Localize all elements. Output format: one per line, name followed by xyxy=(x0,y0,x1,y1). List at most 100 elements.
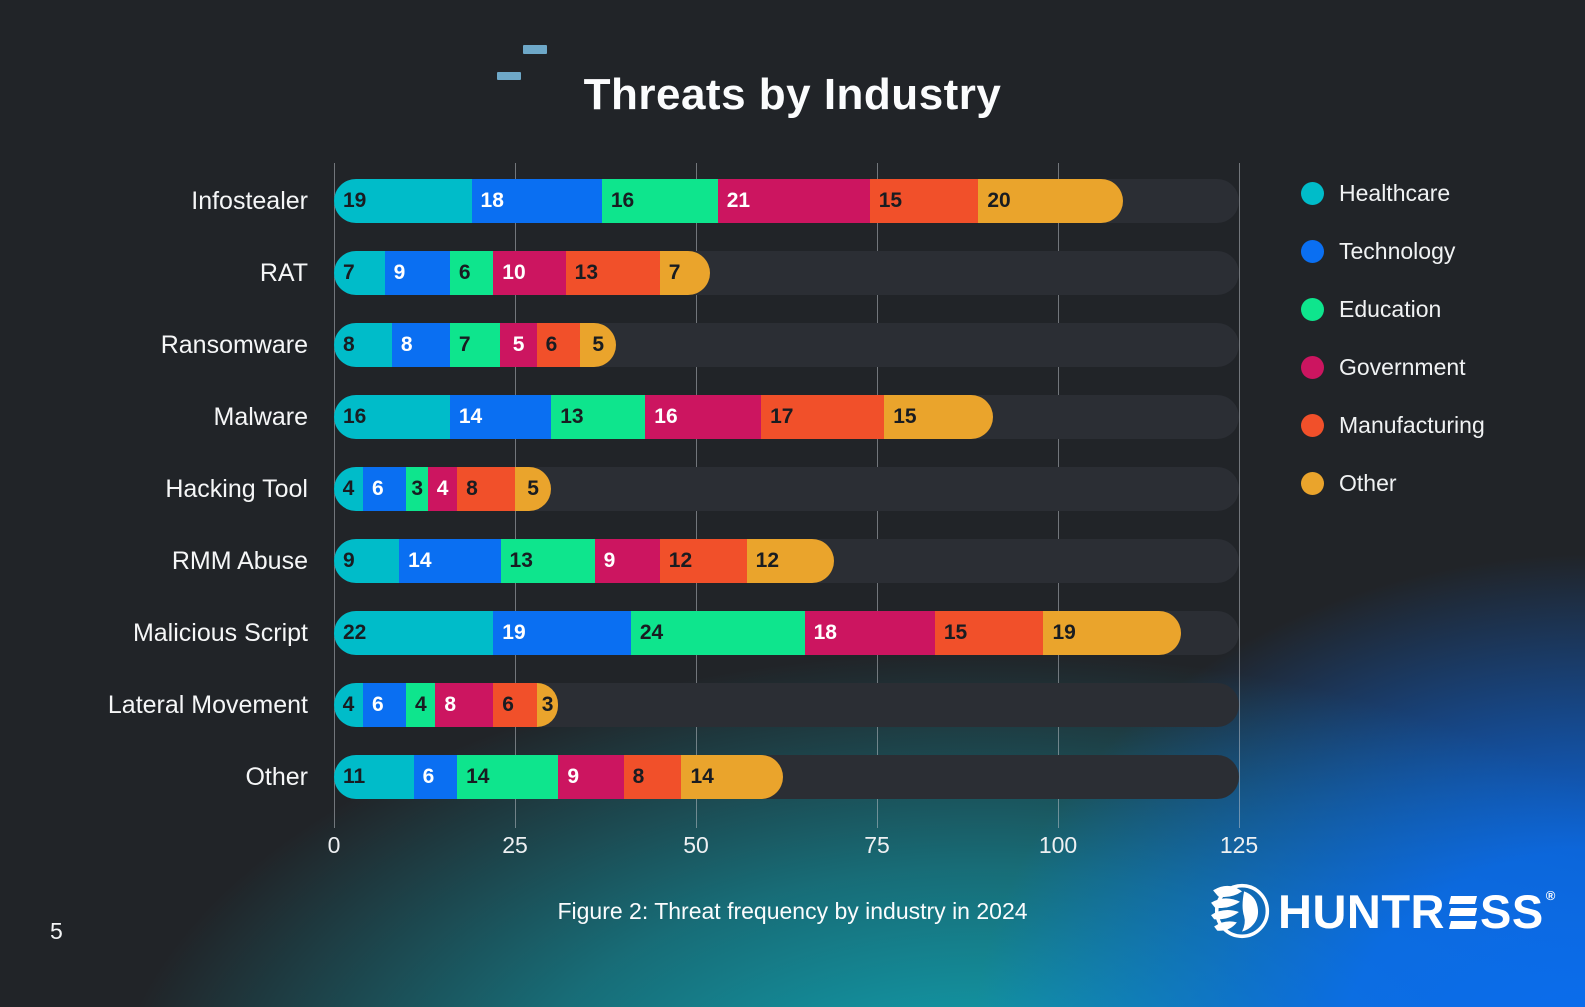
bar-segment-healthcare: 4 xyxy=(334,467,363,511)
bar-segment-other: 20 xyxy=(978,179,1124,223)
huntress-wordmark: HUNTR SS ® xyxy=(1278,884,1556,939)
bar-segment-technology: 18 xyxy=(471,179,602,223)
segment-value-label: 13 xyxy=(574,261,599,284)
bar-segment-other: 19 xyxy=(1043,611,1182,655)
segment-value-label: 5 xyxy=(527,477,539,500)
category-label: Ransomware xyxy=(160,330,308,359)
legend-swatch-other xyxy=(1301,472,1324,495)
segment-value-label: 5 xyxy=(592,333,605,356)
bar-segment-government: 4 xyxy=(428,467,458,511)
x-tick-label: 125 xyxy=(1219,832,1259,858)
bar-track-wrap: 11 6 14 9 8 14 xyxy=(334,755,1239,799)
category-label: Infostealer xyxy=(191,186,308,215)
segment-value-label: 19 xyxy=(343,189,367,212)
segment-value-label: 9 xyxy=(567,765,580,788)
page-number: 5 xyxy=(50,918,63,944)
segment-value-label: 18 xyxy=(813,621,837,644)
bar-segment-other: 5 xyxy=(514,467,552,511)
segment-value-label: 14 xyxy=(466,765,490,788)
bar-segment-government: 10 xyxy=(493,251,566,295)
chart-row: Ransomware 8 8 7 5 6 5 xyxy=(0,309,1239,381)
segment-value-label: 7 xyxy=(458,333,471,356)
bar-segment-government: 5 xyxy=(500,323,537,367)
x-tick-label: 75 xyxy=(864,832,890,858)
segment-value-label: 7 xyxy=(668,261,681,284)
wordmark-right: SS xyxy=(1479,884,1544,938)
huntress-logo: HUNTR SS ® xyxy=(1210,880,1556,942)
bar-segment-technology: 6 xyxy=(362,683,407,727)
bar-segment-other: 12 xyxy=(746,539,834,583)
segment-value-label: 17 xyxy=(770,405,794,428)
stacked-bar: 11 6 14 9 8 14 xyxy=(334,755,783,799)
bar-segment-healthcare: 7 xyxy=(334,251,385,295)
bar-segment-education: 6 xyxy=(449,251,494,295)
bar-segment-government: 16 xyxy=(645,395,762,439)
chart-row: Hacking Tool 4 6 3 4 8 5 xyxy=(0,453,1239,525)
bar-segment-government: 21 xyxy=(717,179,870,223)
bar-segment-healthcare: 11 xyxy=(334,755,414,799)
bar-segment-education: 13 xyxy=(551,395,646,439)
x-tick-label: 50 xyxy=(683,832,709,858)
chart-row: RMM Abuse 9 14 13 9 12 12 xyxy=(0,525,1239,597)
segment-value-label: 8 xyxy=(632,765,645,788)
registered-mark: ® xyxy=(1545,887,1556,903)
bar-segment-manufacturing: 12 xyxy=(659,539,747,583)
chart-row: Malware 16 14 13 16 17 15 xyxy=(0,381,1239,453)
category-label: Lateral Movement xyxy=(107,690,308,719)
legend-label: Government xyxy=(1339,354,1466,380)
segment-value-label: 18 xyxy=(480,189,504,212)
chart-rows: Infostealer 19 18 16 21 15 20 RAT 7 9 6 10 13 7 Ransom… xyxy=(0,165,1239,813)
legend-swatch-government xyxy=(1301,356,1324,379)
segment-value-label: 8 xyxy=(466,477,478,500)
legend-swatch-technology xyxy=(1301,240,1324,263)
segment-value-label: 22 xyxy=(343,621,367,644)
bar-segment-manufacturing: 13 xyxy=(565,251,660,295)
chart-row: Lateral Movement 4 6 4 8 6 3 xyxy=(0,669,1239,741)
segment-value-label: 13 xyxy=(560,405,584,428)
legend-item-technology: Technology xyxy=(1301,238,1485,265)
segment-value-label: 3 xyxy=(541,693,554,716)
bar-segment-education: 14 xyxy=(457,755,559,799)
bar-segment-technology: 6 xyxy=(362,467,407,511)
segment-value-label: 4 xyxy=(342,693,355,716)
segment-value-label: 24 xyxy=(639,621,664,644)
bar-chart: Infostealer 19 18 16 21 15 20 RAT 7 9 6 10 13 7 Ransom… xyxy=(0,163,1258,863)
segment-value-label: 9 xyxy=(343,549,355,572)
stacked-bar: 7 9 6 10 13 7 xyxy=(334,251,711,295)
bar-track-wrap: 9 14 13 9 12 12 xyxy=(334,539,1239,583)
bar-track-wrap: 16 14 13 16 17 15 xyxy=(334,395,1239,439)
stacked-bar: 22 19 24 18 15 19 xyxy=(334,611,1182,655)
bar-segment-government: 8 xyxy=(435,683,494,727)
x-tick-label: 25 xyxy=(502,832,528,858)
segment-value-label: 15 xyxy=(893,405,917,428)
legend-label: Education xyxy=(1339,296,1442,322)
segment-value-label: 19 xyxy=(502,621,526,644)
segment-value-label: 19 xyxy=(1052,621,1076,644)
segment-value-label: 12 xyxy=(755,549,780,572)
segment-value-label: 6 xyxy=(371,477,384,500)
bar-segment-manufacturing: 15 xyxy=(934,611,1044,655)
chart-row: Other 11 6 14 9 8 14 xyxy=(0,741,1239,813)
bar-segment-education: 16 xyxy=(601,179,718,223)
segment-value-label: 6 xyxy=(502,693,514,716)
bar-segment-technology: 14 xyxy=(449,395,552,439)
legend-label: Healthcare xyxy=(1339,180,1451,206)
segment-value-label: 13 xyxy=(509,549,533,572)
figure-caption: Figure 2: Threat frequency by industry i… xyxy=(557,898,1028,924)
segment-value-label: 12 xyxy=(668,549,693,572)
bar-segment-healthcare: 19 xyxy=(334,179,472,223)
legend-swatch-healthcare xyxy=(1301,182,1324,205)
segment-value-label: 15 xyxy=(943,621,968,644)
category-label: RAT xyxy=(259,258,308,287)
stylized-e-icon xyxy=(1448,895,1477,929)
bar-segment-healthcare: 8 xyxy=(334,323,392,367)
bar-segment-education: 4 xyxy=(406,683,436,727)
segment-value-label: 4 xyxy=(415,693,427,716)
segment-value-label: 3 xyxy=(411,477,424,500)
segment-value-label: 14 xyxy=(408,549,432,572)
